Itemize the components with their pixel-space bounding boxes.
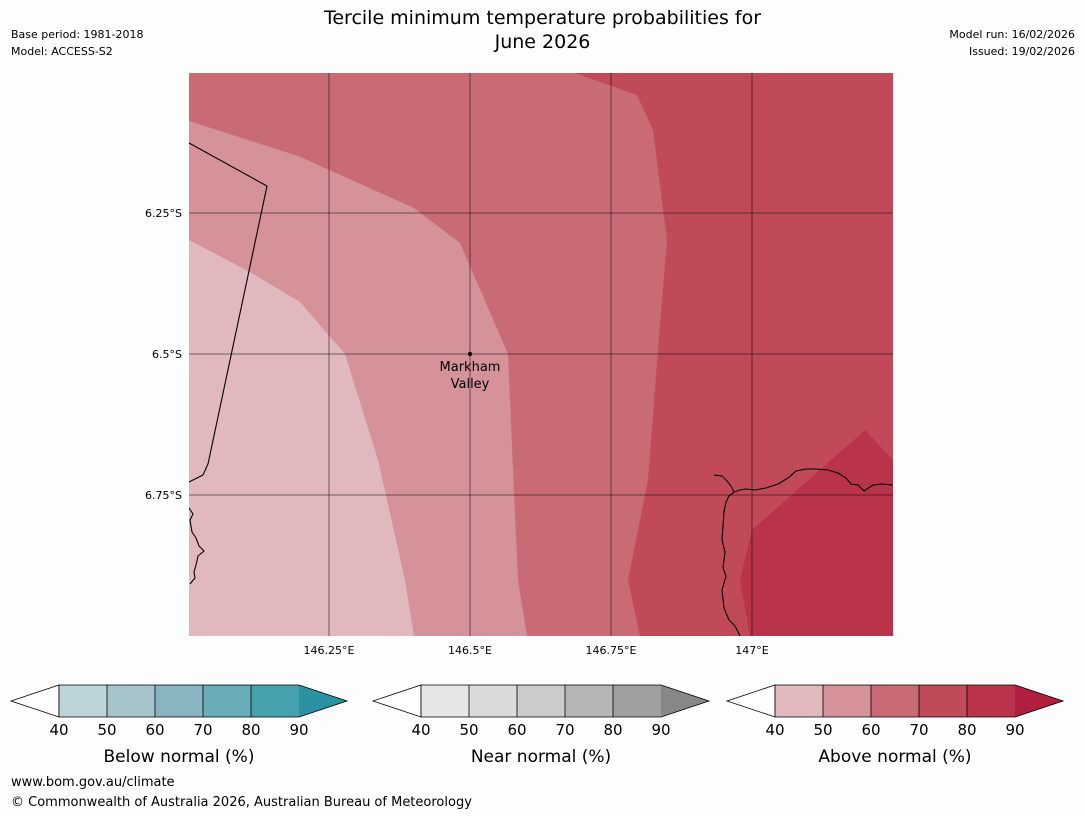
- colorbar-near-normal: 40 50 60 70 80 90 Near normal (%): [371, 684, 711, 767]
- colorbar-tick: 80: [957, 721, 976, 739]
- base-period: Base period: 1981-2018: [11, 28, 144, 41]
- location-marker: Markham Valley: [440, 351, 501, 392]
- model-name: Model: ACCESS-S2: [11, 45, 113, 58]
- colorbar-tick: 90: [651, 721, 670, 739]
- lon-label: 146.75°E: [586, 644, 637, 657]
- latitude-labels: 6.25°S 6.5°S 6.75°S: [145, 207, 182, 502]
- footer-url: www.bom.gov.au/climate: [11, 775, 175, 790]
- colorbar-below-normal: 40 50 60 70 80 90 Below normal (%): [9, 684, 349, 767]
- colorbar-extend-high: [661, 685, 709, 717]
- colorbar-tick: 50: [813, 721, 832, 739]
- colorbar-segment: [155, 685, 203, 717]
- colorbar-segment: [469, 685, 517, 717]
- model-run: Model run: 16/02/2026: [949, 28, 1075, 41]
- lon-label: 146.5°E: [448, 644, 492, 657]
- coastline-west: [189, 507, 205, 585]
- colorbar-tick: 80: [241, 721, 260, 739]
- meta-left: Base period: 1981-2018 Model: ACCESS-S2: [11, 26, 143, 60]
- colorbar-tick: 70: [555, 721, 574, 739]
- zone-above-40: [189, 240, 414, 636]
- zone-above-80: [740, 430, 893, 636]
- colorbar-tick: 90: [289, 721, 308, 739]
- colorbar-extend-low: [9, 684, 60, 718]
- lat-label: 6.25°S: [145, 207, 182, 220]
- lon-label: 147°E: [735, 644, 768, 657]
- colorbar-tick: 70: [909, 721, 928, 739]
- colorbar-segment: [775, 685, 823, 717]
- colorbar-segment: [919, 685, 967, 717]
- coastlines-borders: [189, 142, 893, 636]
- title-line-2: June 2026: [494, 31, 591, 53]
- coastline-east-north: [733, 468, 893, 493]
- colorbar-segment: [421, 685, 469, 717]
- colorbar-outline: [774, 684, 1065, 718]
- map-title: Tercile minimum temperature probabilitie…: [0, 6, 1085, 54]
- colorbar-tick: 60: [145, 721, 164, 739]
- colorbar-label: Above normal (%): [818, 747, 971, 767]
- colorbar-tick: 80: [603, 721, 622, 739]
- meta-right: Model run: 16/02/2026 Issued: 19/02/2026: [949, 26, 1075, 60]
- location-name-line-2: Valley: [451, 377, 490, 392]
- colorbar-outline: [420, 684, 711, 718]
- footer-copyright: © Commonwealth of Australia 2026, Austra…: [11, 795, 472, 810]
- colorbar-segment: [59, 685, 107, 717]
- colorbar-tick: 50: [97, 721, 116, 739]
- colorbar-tick: 60: [861, 721, 880, 739]
- colorbar-tick: 40: [765, 721, 784, 739]
- colorbar-segment: [871, 685, 919, 717]
- coastline-east: [713, 474, 741, 636]
- colorbar-tick: 40: [49, 721, 68, 739]
- colorbar-extend-low: [725, 684, 776, 718]
- colorbar-segment: [613, 685, 661, 717]
- location-name-line-1: Markham: [440, 360, 501, 375]
- colorbar-tick: 70: [193, 721, 212, 739]
- colorbar-outline: [58, 684, 349, 718]
- colorbar-label: Below normal (%): [104, 747, 255, 767]
- colorbar-tick: 90: [1005, 721, 1024, 739]
- issued-date: Issued: 19/02/2026: [968, 45, 1075, 58]
- lon-label: 146.25°E: [304, 644, 355, 657]
- map-plot: [189, 73, 893, 636]
- colorbar-segment: [823, 685, 871, 717]
- colorbar-label: Near normal (%): [471, 747, 611, 767]
- colorbar-above-normal: 40 50 60 70 80 90 Above normal (%): [725, 684, 1065, 767]
- colorbar-tick: 60: [507, 721, 526, 739]
- title-line-1: Tercile minimum temperature probabilitie…: [323, 7, 762, 29]
- colorbar-extend-low: [371, 684, 422, 718]
- border-line: [189, 142, 268, 483]
- lat-label: 6.5°S: [152, 348, 182, 361]
- longitude-labels: 146.25°E 146.5°E 146.75°E 147°E: [304, 644, 769, 657]
- colorbar-segment: [107, 685, 155, 717]
- markham-valley-point: [467, 351, 473, 357]
- colorbar-extend-high: [1015, 685, 1063, 717]
- colorbar-segment: [251, 685, 299, 717]
- colorbar-tick: 40: [411, 721, 430, 739]
- lat-label: 6.75°S: [145, 489, 182, 502]
- colorbar-tick: 50: [459, 721, 478, 739]
- colorbar-extend-high: [299, 685, 347, 717]
- colorbar-segment: [967, 685, 1015, 717]
- colorbar-segment: [517, 685, 565, 717]
- colorbar-segment: [565, 685, 613, 717]
- colorbar-segment: [203, 685, 251, 717]
